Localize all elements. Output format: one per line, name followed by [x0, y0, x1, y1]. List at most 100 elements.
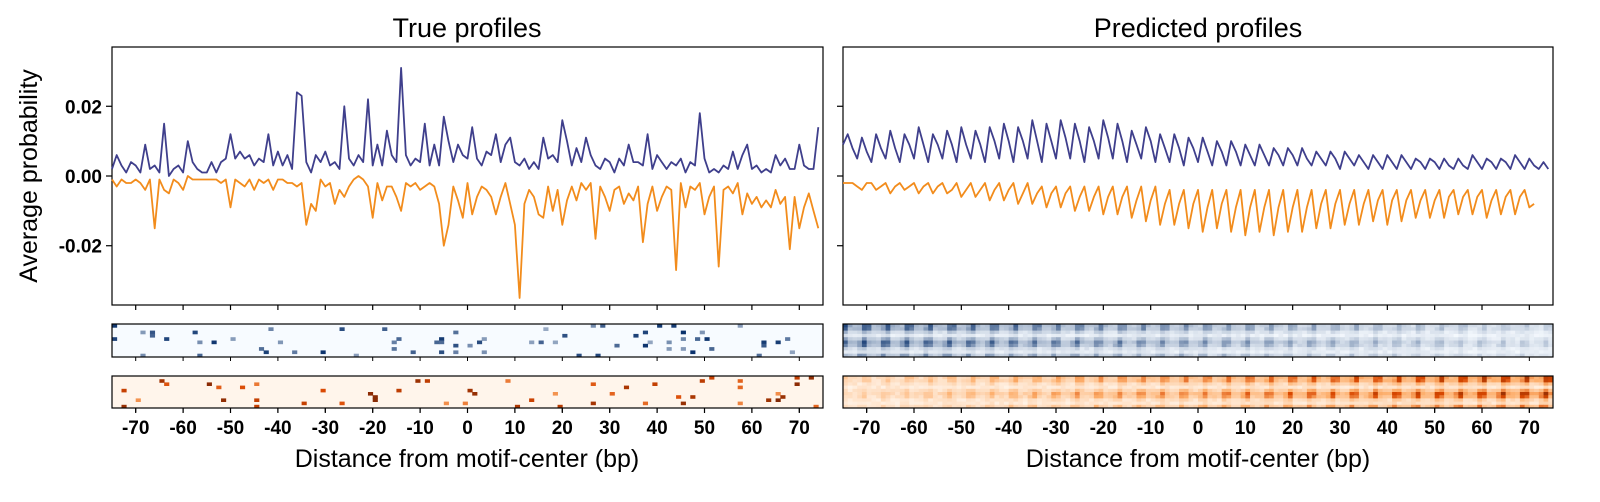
predicted-positive-heatmap-cell	[1434, 337, 1440, 341]
predicted-positive-heatmap-cell	[1240, 353, 1246, 358]
predicted-positive-heatmap-cell	[1074, 350, 1081, 355]
predicted-negative-heatmap-cell	[1519, 392, 1525, 396]
predicted-negative-heatmap-cell	[1226, 382, 1232, 386]
predicted-positive-heatmap-cell	[1179, 353, 1185, 358]
predicted-positive-heatmap-cell	[1392, 337, 1398, 341]
predicted-positive-heatmap-cell	[1453, 330, 1459, 335]
predicted-negative-heatmap-cell	[1358, 398, 1365, 402]
predicted-positive-heatmap-cell	[857, 324, 863, 328]
predicted-positive-heatmap-cell	[1108, 350, 1114, 355]
predicted-positive-heatmap-cell	[1420, 337, 1426, 341]
predicted-negative-heatmap-cell	[1188, 395, 1194, 399]
predicted-negative-heatmap-cell	[1278, 382, 1284, 386]
predicted-negative-heatmap-cell	[1032, 395, 1038, 399]
predicted-negative-heatmap-cell	[1486, 395, 1492, 399]
predicted-negative-heatmap-cell	[1122, 401, 1128, 406]
predicted-positive-heatmap-cell	[1216, 343, 1223, 348]
predicted-positive-heatmap-cell	[1335, 350, 1341, 355]
predicted-negative-heatmap-cell	[1496, 376, 1502, 380]
predicted-negative-heatmap-cell	[956, 385, 962, 390]
predicted-negative-heatmap-cell	[866, 401, 872, 406]
predicted-positive-heatmap-cell	[1117, 353, 1123, 358]
true-positive-heatmap-cell	[633, 333, 639, 338]
predicted-negative-heatmap-cell	[1089, 385, 1095, 390]
predicted-positive-heatmap-cell	[1321, 330, 1327, 335]
predicted-negative-heatmap-cell	[980, 395, 986, 399]
predicted-positive-heatmap-cell	[1543, 343, 1549, 348]
predicted-negative-heatmap-cell	[980, 388, 986, 393]
predicted-negative-heatmap-cell	[1183, 385, 1189, 390]
predicted-negative-heatmap-cell	[1150, 385, 1156, 390]
predicted-positive-heatmap-cell	[890, 327, 896, 331]
predicted-negative-heatmap-cell	[1122, 382, 1128, 386]
predicted-negative-heatmap-cell	[1160, 392, 1166, 396]
predicted-positive-heatmap-cell	[904, 350, 910, 355]
predicted-positive-heatmap-cell	[1453, 350, 1459, 355]
predicted-positive-heatmap-cell	[1411, 343, 1417, 348]
predicted-positive-heatmap-cell	[1273, 350, 1279, 355]
predicted-positive-heatmap-cell	[1122, 330, 1128, 335]
predicted-negative-heatmap-cell	[1079, 388, 1085, 393]
predicted-positive-heatmap-cell	[847, 330, 853, 335]
predicted-positive-heatmap-cell	[1164, 340, 1170, 345]
predicted-positive-heatmap-cell	[1046, 353, 1052, 358]
predicted-negative-heatmap-cell	[1131, 376, 1137, 380]
predicted-negative-heatmap-cell	[1387, 395, 1393, 399]
predicted-negative-heatmap-cell	[1179, 395, 1185, 399]
predicted-positive-heatmap-cell	[994, 353, 1000, 358]
predicted-positive-heatmap-cell	[1396, 330, 1402, 335]
predicted-positive-heatmap-cell	[1216, 337, 1223, 341]
predicted-negative-heatmap-cell	[1056, 398, 1062, 402]
predicted-negative-heatmap-cell	[956, 379, 962, 383]
predicted-positive-heatmap-cell	[1377, 327, 1383, 331]
predicted-positive-heatmap-cell	[1231, 350, 1237, 355]
predicted-negative-heatmap-cell	[1363, 395, 1369, 399]
predicted-positive-heatmap-cell	[1074, 337, 1081, 341]
predicted-positive-heatmap-cell	[985, 340, 991, 345]
predicted-positive-heatmap-cell	[1018, 327, 1024, 331]
predicted-positive-heatmap-cell	[885, 330, 891, 335]
predicted-positive-heatmap-cell	[1018, 350, 1024, 355]
predicted-negative-heatmap-cell	[1363, 385, 1369, 390]
predicted-positive-heatmap-cell	[1089, 353, 1095, 358]
predicted-negative-heatmap-cell	[1008, 392, 1014, 396]
predicted-negative-heatmap-cell	[1401, 401, 1407, 406]
predicted-negative-heatmap-cell	[1041, 404, 1047, 409]
predicted-positive-heatmap-cell	[1122, 333, 1128, 338]
predicted-negative-heatmap-cell	[932, 388, 939, 393]
predicted-positive-heatmap-cell	[1221, 343, 1227, 348]
predicted-positive-heatmap-cell	[1056, 337, 1062, 341]
predicted-negative-heatmap-cell	[1231, 382, 1237, 386]
predicted-positive-heatmap-cell	[1226, 340, 1232, 345]
predicted-negative-heatmap-cell	[1060, 392, 1066, 396]
predicted-negative-heatmap-cell	[1292, 388, 1298, 393]
predicted-negative-heatmap-cell	[1179, 404, 1185, 409]
true-x-tick-label: -50	[217, 418, 244, 439]
predicted-negative-heatmap-cell	[989, 376, 995, 380]
predicted-positive-heatmap-cell	[937, 333, 943, 338]
predicted-negative-heatmap-cell	[1089, 401, 1095, 406]
predicted-negative-heatmap-cell	[1160, 404, 1166, 409]
predicted-positive-heatmap-cell	[876, 353, 882, 358]
predicted-positive-heatmap-cell	[1524, 333, 1530, 338]
predicted-negative-heatmap-cell	[909, 385, 915, 390]
predicted-positive-heatmap-cell	[1079, 343, 1085, 348]
predicted-negative-heatmap-cell	[1070, 376, 1076, 380]
predicted-negative-heatmap-cell	[1330, 376, 1336, 380]
predicted-positive-heatmap-cell	[1538, 343, 1544, 348]
predicted-negative-heatmap-cell	[1335, 382, 1341, 386]
predicted-positive-heatmap-cell	[1354, 340, 1360, 345]
predicted-positive-heatmap-cell	[1245, 350, 1251, 355]
true-positive-heatmap-cell	[268, 327, 274, 331]
predicted-positive-heatmap-cell	[1193, 353, 1199, 358]
predicted-negative-heatmap-cell	[1212, 388, 1218, 393]
predicted-negative-heatmap-cell	[852, 379, 858, 383]
predicted-negative-heatmap-cell	[1415, 401, 1421, 406]
predicted-negative-heatmap-cell	[1335, 398, 1341, 402]
predicted-positive-heatmap-cell	[1122, 350, 1128, 355]
predicted-positive-heatmap-cell	[989, 350, 995, 355]
predicted-positive-heatmap-cell	[999, 350, 1005, 355]
predicted-positive-heatmap-cell	[904, 337, 910, 341]
predicted-positive-heatmap-cell	[1273, 347, 1279, 351]
predicted-positive-heatmap-cell	[1273, 340, 1279, 345]
